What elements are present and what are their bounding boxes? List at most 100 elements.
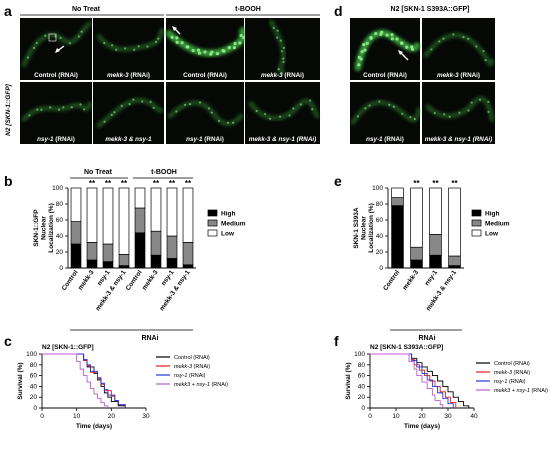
panel-a-nucleus xyxy=(232,121,235,124)
panel-f-legend-label: Control (RNAi) xyxy=(494,361,530,367)
panel-e-category-label: nsy-1 xyxy=(424,269,440,287)
panel-c-legend-label: Control (RNAi) xyxy=(174,355,210,361)
panel-c-legend-rnai: (RNAi) xyxy=(210,382,228,388)
panel-a-nucleus xyxy=(68,42,72,45)
panel-a-nucleus xyxy=(282,60,285,64)
panel-a-nucleus xyxy=(110,113,113,117)
panel-a-nucleus xyxy=(203,50,207,54)
panel-d-nucleus xyxy=(443,113,446,116)
panel-a-nucleus xyxy=(239,33,243,38)
panel-a-nucleus xyxy=(128,103,131,106)
panel-e-significance: ** xyxy=(432,179,439,188)
panel-b-y-axis-label-line: Nuclear xyxy=(41,216,48,240)
panel-b-bar-chart: 0 20 40 60 80 100SKN-1::GFPNuclearLocalizatio… xyxy=(33,179,246,312)
panel-a-strain-label: N2 [SKN-1::GFP] xyxy=(5,83,12,135)
panel-a-inset-box xyxy=(48,33,57,42)
panel-d-nucleus xyxy=(482,49,485,53)
panel-a-nucleus xyxy=(210,111,213,114)
panel-d-nucleus xyxy=(458,111,461,114)
panel-a-nucleus xyxy=(180,41,184,45)
panel-a-nucleus xyxy=(49,106,52,109)
panel-c-legend-rnai: (RNAi) xyxy=(187,373,205,379)
panel-e-bar-high xyxy=(429,254,442,269)
panel-e-significance: ** xyxy=(413,179,420,188)
panel-b-bar-low xyxy=(182,187,194,243)
panel-b-bar-low xyxy=(134,187,146,209)
panel-c-letter: c xyxy=(4,333,12,349)
panel-d-nucleus xyxy=(462,36,465,39)
panel-a-nucleus xyxy=(137,45,140,48)
panel-a-nucleus xyxy=(238,41,242,45)
panel-f-legend-label: mekk3 + nsy-1 (RNAi) xyxy=(494,388,548,394)
panel-a-nucleus xyxy=(80,30,83,33)
panel-a-nucleus xyxy=(115,48,118,51)
panel-a-nucleus xyxy=(197,51,202,55)
panel-b-significance: ** xyxy=(153,179,160,188)
panel-d-gene-name: mekk-3 xyxy=(437,72,459,79)
panel-c-series-line xyxy=(42,353,126,408)
panel-d-nucleus xyxy=(362,43,366,47)
panel-b-bar-medium xyxy=(86,242,98,261)
panel-e-y-tick-label: 60 xyxy=(376,217,384,224)
panel-e-bar-high xyxy=(448,265,461,269)
panel-e-significance: ** xyxy=(451,179,458,188)
panel-b-bar-low xyxy=(86,187,98,243)
panel-a-micrograph-1: mekk-3 (RNAi) xyxy=(93,18,165,80)
panel-b-legend-label: Medium xyxy=(221,221,246,228)
panel-a-nucleus xyxy=(280,50,283,53)
panel-a-group-no-treat: No Treat xyxy=(72,6,101,13)
panel-a-nucleus xyxy=(157,37,160,40)
panel-e-bar-high xyxy=(410,259,423,269)
panel-b-significance: ** xyxy=(121,179,128,188)
panel-c-legend-rnai: (RNAi) xyxy=(192,364,210,370)
panel-b-bar-medium xyxy=(102,243,114,262)
panel-a-micrograph-label: Control (RNAi) xyxy=(183,72,227,79)
panel-c-y-tick-label: 100 xyxy=(26,351,37,358)
panel-a-nucleus xyxy=(83,108,86,111)
panel-d-letter: d xyxy=(334,3,343,19)
panel-e-letter: e xyxy=(334,173,342,189)
panel-f-y-axis-label: Survival (%) xyxy=(345,362,352,399)
panel-e-legend-label: High xyxy=(485,211,499,218)
panel-a-nucleus xyxy=(311,108,314,111)
panel-b-y-axis-label-line: SKN-1::GFP xyxy=(33,209,40,247)
panel-e-y-axis-label: SKN-1 S393ANuclearLocalization (%) xyxy=(353,203,375,252)
panel-a-nucleus xyxy=(26,56,30,59)
panel-a-nucleus xyxy=(198,101,202,104)
panel-d-nucleus xyxy=(448,115,451,118)
panel-a-micrograph-5: mekk-3 & nsy-1 xyxy=(93,82,164,144)
panel-d-nucleus xyxy=(363,48,367,52)
panel-a-micrograph-label: Control (RNAi) xyxy=(34,72,78,79)
panel-e-legend-swatch xyxy=(471,229,482,237)
panel-f-series-line xyxy=(370,353,470,408)
panel-a-nucleus xyxy=(272,26,275,29)
panel-e-bar-high xyxy=(391,205,404,269)
panel-a-nucleus xyxy=(36,108,39,111)
panel-a-rnai-suffix: (RNAi) xyxy=(283,72,304,79)
panel-a-micrograph-bg xyxy=(166,82,244,144)
panel-f-x-tick-label: 0 xyxy=(368,413,372,420)
panel-d-nucleus xyxy=(369,36,373,40)
panel-d-nucleus xyxy=(357,55,361,59)
panel-c-legend-label: mekk3 + nsy-1 (RNAi) xyxy=(174,382,228,388)
panel-a-nucleus xyxy=(282,46,286,49)
panel-a-nucleus xyxy=(79,103,82,106)
panel-f-letter: f xyxy=(334,333,339,349)
panel-f-y-tick-label: 0 xyxy=(361,405,365,412)
panel-a-nucleus xyxy=(77,35,81,38)
panel-a-nucleus xyxy=(44,34,47,37)
panel-a-nucleus xyxy=(28,114,31,117)
panel-f-legend-rnai: (RNAi) xyxy=(512,370,530,376)
panel-a-nucleus xyxy=(276,36,279,39)
panel-f-y-tick-label: 100 xyxy=(354,351,365,358)
panel-d-nucleus xyxy=(452,33,455,36)
panel-a-nucleus xyxy=(152,106,155,109)
panel-b-bar-high xyxy=(150,254,162,269)
panel-b-bar-medium xyxy=(118,254,130,266)
panel-c-series-line xyxy=(42,353,126,408)
panel-d-micrograph-label: mekk-3 & nsy-1 (RNAi) xyxy=(425,136,493,143)
panel-d-rnai-suffix: (RNAi) xyxy=(459,72,480,79)
panel-f-x-tick-label: 20 xyxy=(418,413,426,420)
panel-d-worm-body xyxy=(425,96,495,122)
panel-e-bar-medium xyxy=(410,246,423,261)
